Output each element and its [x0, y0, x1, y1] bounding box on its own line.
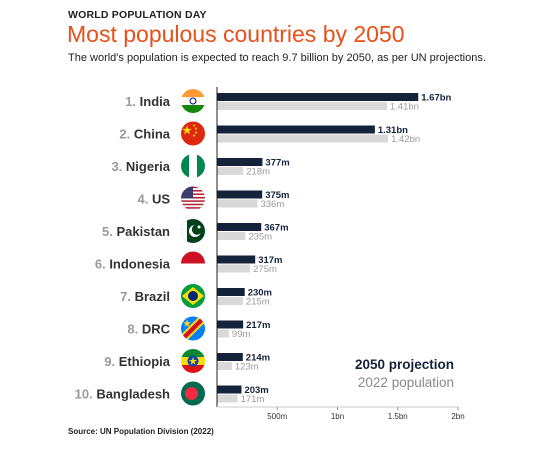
country-label-9: 10. Bangladesh — [75, 387, 170, 402]
country-name: Bangladesh — [96, 387, 170, 402]
country-rank: 2. — [119, 127, 133, 142]
india-flag-icon — [181, 89, 205, 113]
value-label-2022: 1.41bn — [390, 102, 419, 113]
value-label-2022: 99m — [232, 329, 251, 340]
country-name: Pakistan — [117, 224, 171, 239]
value-label-2050: 1.31bn — [378, 125, 408, 136]
bar-2022-brazil — [217, 297, 243, 305]
pakistan-flag-icon — [181, 219, 205, 243]
country-rank: 4. — [137, 192, 151, 207]
bar-2050-pakistan — [217, 223, 262, 231]
bar-2022-india — [217, 102, 387, 110]
bar-2022-bangladesh — [217, 394, 238, 403]
country-name: India — [140, 94, 171, 109]
source-note: Source: UN Population Division (2022) — [68, 427, 214, 436]
bar-2022-us — [217, 199, 258, 208]
bar-2022-indonesia — [217, 264, 251, 273]
value-label-2050: 214m — [246, 353, 270, 364]
value-label-2022: 215m — [246, 297, 270, 308]
country-label-4: 5. Pakistan — [102, 224, 170, 239]
country-name: China — [134, 127, 171, 142]
country-name: Indonesia — [109, 257, 170, 272]
x-tick-label: 1bn — [331, 412, 344, 421]
value-label-2050: 317m — [258, 255, 282, 266]
value-label-2050: 217m — [246, 320, 270, 331]
country-rank: 1. — [125, 94, 139, 109]
bar-2022-drc — [217, 329, 229, 338]
value-label-2050: 230m — [248, 288, 272, 299]
value-label-2022: 275m — [253, 264, 277, 275]
bar-2050-india — [217, 93, 419, 101]
value-label-2022: 235m — [248, 232, 272, 243]
kicker-text: WORLD POPULATION DAY — [68, 9, 207, 21]
bangladesh-flag-icon — [181, 381, 205, 406]
bar-2050-nigeria — [217, 158, 263, 166]
bar-2050-ethiopia — [217, 353, 243, 361]
value-label-2022: 123m — [235, 362, 259, 373]
bar-2022-ethiopia — [217, 362, 232, 370]
x-tick-label: 2bn — [451, 412, 464, 421]
value-label-2050: 377m — [265, 158, 289, 169]
country-rank: 6. — [95, 257, 109, 272]
ethiopia-flag-icon — [181, 349, 205, 373]
country-rank: 10. — [75, 387, 97, 402]
bar-2050-bangladesh — [217, 385, 242, 394]
bar-2050-us — [217, 190, 263, 199]
country-name: Brazil — [135, 289, 170, 304]
country-rank: 5. — [102, 224, 116, 239]
bar-2022-nigeria — [217, 167, 244, 175]
country-name: Nigeria — [126, 159, 171, 174]
country-label-5: 6. Indonesia — [95, 257, 171, 272]
value-label-2050: 367m — [264, 223, 288, 234]
country-name: DRC — [142, 322, 171, 337]
value-label-2022: 171m — [241, 394, 265, 405]
legend-2050-projection: 2050 projection — [354, 357, 454, 372]
country-label-2: 3. Nigeria — [111, 159, 170, 174]
value-label-2022: 336m — [260, 199, 284, 210]
china-flag-icon — [181, 121, 205, 146]
bar-2050-indonesia — [217, 255, 256, 264]
country-label-3: 4. US — [137, 192, 170, 207]
country-label-7: 8. DRC — [127, 322, 170, 337]
country-rank: 9. — [104, 354, 118, 369]
value-label-2022: 1.42bn — [391, 134, 420, 145]
x-tick-label: 500m — [267, 412, 287, 421]
country-label-6: 7. Brazil — [120, 289, 170, 304]
bar-2022-pakistan — [217, 232, 246, 240]
country-rank: 8. — [127, 322, 141, 337]
country-rank: 3. — [111, 159, 125, 174]
brazil-flag-icon — [181, 284, 205, 308]
country-name: US — [152, 192, 170, 207]
value-label-2050: 1.67bn — [421, 93, 451, 104]
legend-2022-population: 2022 population — [357, 375, 454, 390]
value-label-2050: 203m — [244, 385, 268, 396]
country-label-1: 2. China — [119, 127, 170, 142]
drc-flag-icon — [181, 316, 205, 341]
us-flag-icon — [181, 186, 205, 211]
value-label-2022: 218m — [246, 167, 270, 178]
bar-2050-china — [217, 125, 375, 134]
bar-2050-drc — [217, 320, 244, 329]
value-label-2050: 375m — [265, 190, 289, 201]
country-label-8: 9. Ethiopia — [104, 354, 171, 369]
nigeria-flag-icon — [181, 154, 205, 178]
bar-2022-china — [217, 134, 389, 143]
chart-subtitle: The world's population is expected to re… — [68, 52, 486, 64]
country-name: Ethiopia — [119, 354, 171, 369]
country-label-0: 1. India — [125, 94, 171, 109]
x-tick-label: 1.5bn — [388, 412, 408, 421]
bar-2050-brazil — [217, 288, 245, 296]
country-rank: 7. — [120, 289, 134, 304]
indonesia-flag-icon — [181, 251, 205, 276]
chart-title: Most populous countries by 2050 — [67, 21, 405, 47]
